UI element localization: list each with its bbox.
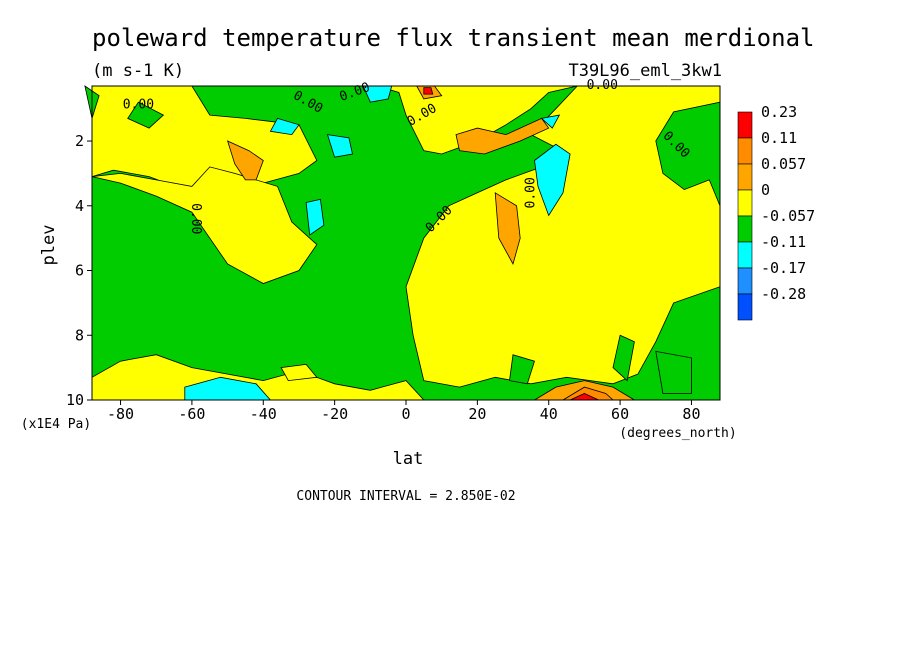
legend-label: -0.11 [761, 233, 806, 251]
contour-region-1 [91, 166, 318, 284]
legend-label: 0.057 [761, 155, 806, 173]
contour-region-19 [269, 117, 300, 136]
legend-label: 0.23 [761, 103, 797, 121]
legend-swatch [737, 293, 753, 321]
x-axis-units: (degrees_north) [619, 426, 736, 441]
contour-region-21 [305, 198, 325, 236]
y-axis: 2 4 6 8 10 [66, 132, 92, 409]
contour-region-8 [655, 350, 692, 394]
y-tick-label: 10 [66, 391, 84, 409]
y-axis-units: (x1E4 Pa) [21, 417, 91, 432]
legend-swatch [737, 137, 753, 165]
y-tick-label: 2 [75, 132, 84, 150]
contour-region-6 [612, 334, 635, 382]
x-axis-title: lat [393, 449, 424, 469]
legend-swatch [737, 215, 753, 243]
plot-area [84, 85, 721, 401]
y-axis-title: plev [39, 225, 59, 266]
contour-region-13 [455, 117, 550, 155]
contour-region-24 [184, 376, 272, 401]
x-tick-label: -60 [178, 405, 205, 423]
x-tick-label: -20 [321, 405, 348, 423]
legend-label: -0.17 [761, 259, 806, 277]
units-label: (m s-1 K) [92, 61, 184, 81]
x-tick-label: 20 [468, 405, 486, 423]
legend-swatch [737, 189, 753, 217]
contour-region-25 [540, 114, 561, 129]
x-tick-label: 60 [611, 405, 629, 423]
legend-label: -0.28 [761, 285, 806, 303]
chart-title: poleward temperature flux transient mean… [92, 24, 814, 52]
x-tick-label: 40 [540, 405, 558, 423]
contour-interval-note: CONTOUR INTERVAL = 2.850E-02 [296, 489, 515, 504]
color-legend: 0.23 0.11 0.057 0 -0.057 -0.11 -0.17 -0.28 [737, 103, 815, 321]
legend-label: 0.11 [761, 129, 797, 147]
contour-region-5 [280, 363, 318, 382]
x-tick-label: 0 [401, 405, 410, 423]
contour-region-11 [226, 140, 264, 181]
legend-swatch [737, 111, 753, 139]
x-tick-label: 80 [682, 405, 700, 423]
x-tick-label: -40 [250, 405, 277, 423]
legend-swatch [737, 163, 753, 191]
contour-region-9 [127, 101, 165, 129]
y-tick-label: 6 [75, 262, 84, 280]
contour-region-7 [509, 354, 536, 385]
x-tick-label: -80 [107, 405, 134, 423]
run-label: T39L96_eml_3kw1 [568, 61, 722, 81]
contour-region-20 [326, 134, 353, 158]
legend-label: 0 [761, 181, 770, 199]
y-tick-label: 4 [75, 197, 84, 215]
contour-label: 0.00 [587, 78, 618, 93]
legend-swatch [737, 267, 753, 295]
contour-region-18 [423, 87, 434, 95]
contour-label: 0.00 [188, 203, 203, 234]
contour-region-12 [494, 192, 521, 266]
legend-label: -0.057 [761, 207, 815, 225]
contour-label: 0.00 [523, 177, 538, 208]
contour-label: 0.00 [123, 98, 154, 113]
contour-region-23 [534, 143, 571, 217]
contour-region-3 [405, 85, 721, 388]
legend-swatch [737, 241, 753, 269]
x-axis: -80 -60 -40 -20 0 20 40 60 80 [107, 400, 700, 423]
y-tick-label: 8 [75, 326, 84, 344]
